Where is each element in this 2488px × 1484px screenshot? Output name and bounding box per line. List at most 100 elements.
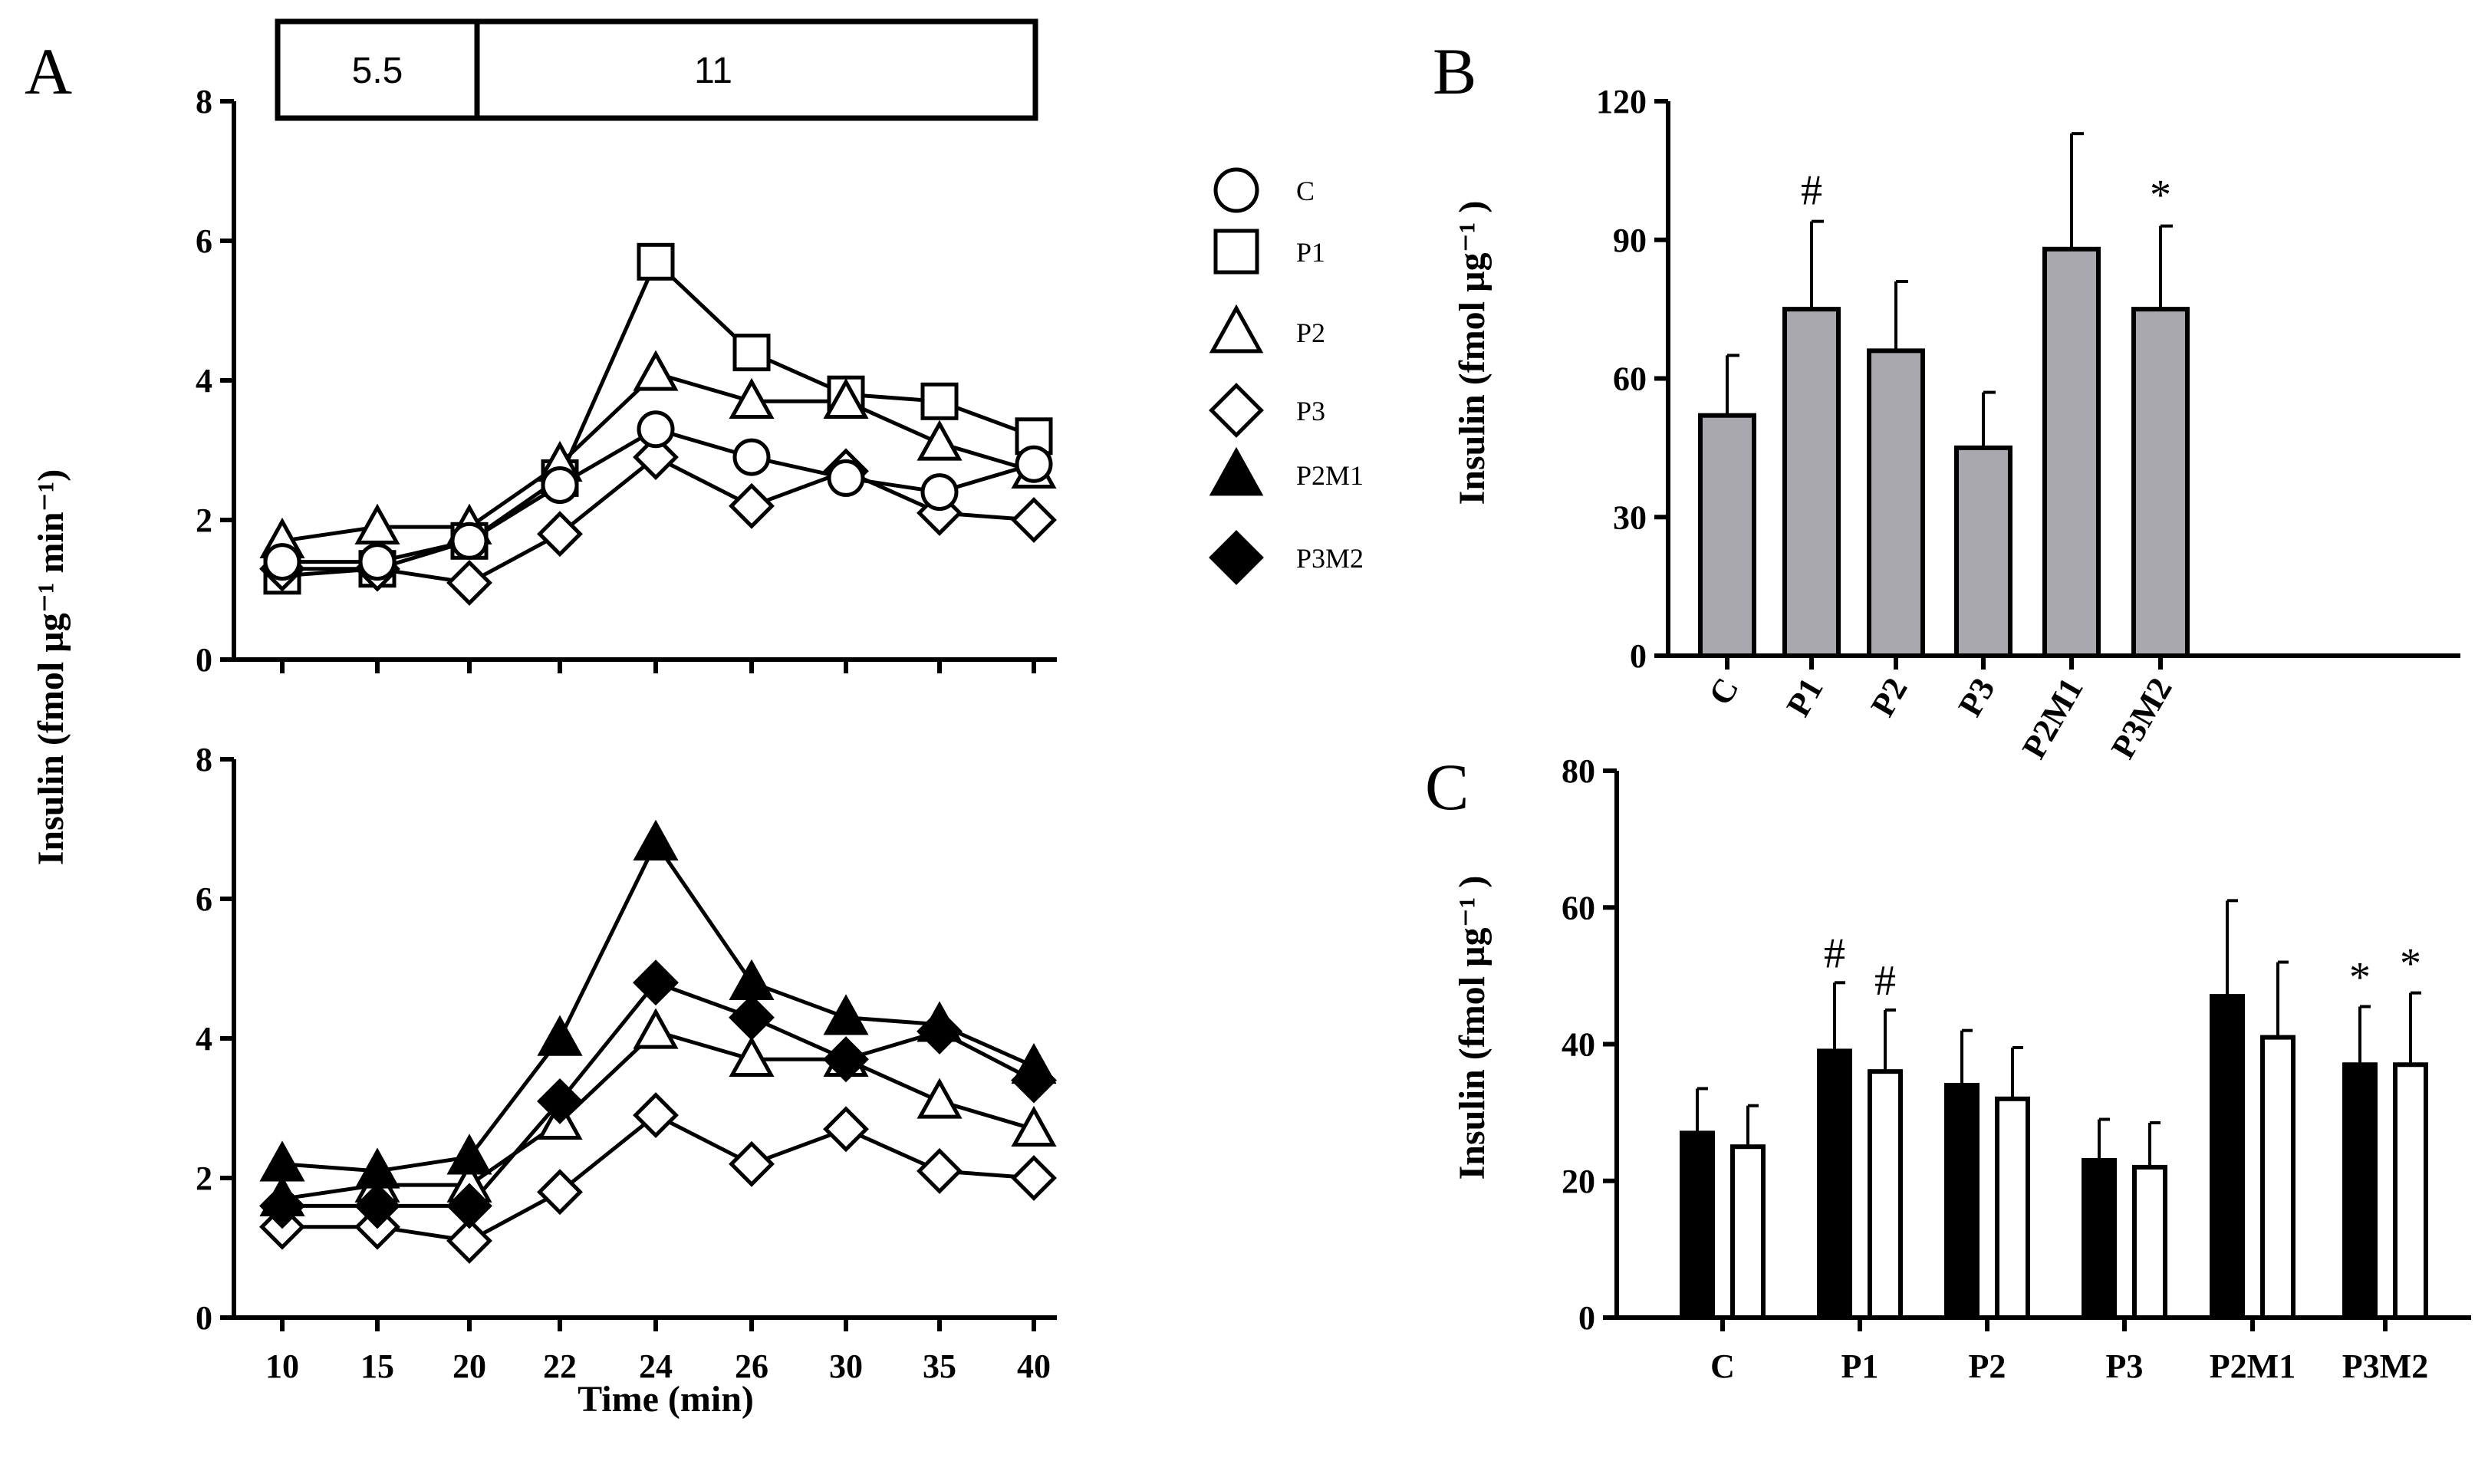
data-point-p2: [633, 350, 679, 391]
x-tick-label: P3M2: [2342, 1347, 2428, 1385]
x-tick-label: P2: [1864, 672, 1915, 723]
x-tick-label: P1: [1779, 672, 1831, 723]
bar-c: [1698, 413, 1756, 658]
y-tick-label: 120: [1596, 83, 1647, 120]
data-point-p3m2: [633, 959, 679, 1006]
data-point-p2m1: [446, 1134, 492, 1175]
legend-marker-p3: [1209, 383, 1264, 438]
panel-a-xlabel: Time (min): [578, 1379, 754, 1420]
y-tick-label: 40: [1562, 1026, 1595, 1064]
legend-label-p2m1: P2M1: [1296, 460, 1364, 491]
panel-c-plot: 0 20 40 60 80 C # # P1 P2 P3 P2M1 * * P3M2: [1562, 752, 2471, 1385]
x-tick-label: 35: [923, 1347, 956, 1385]
bar-p1: [1782, 307, 1841, 658]
x-tick-label: C: [1701, 672, 1746, 712]
legend-marker-p3m2: [1209, 530, 1264, 585]
x-tick-label: 40: [1017, 1347, 1051, 1385]
data-point-p2m1: [823, 994, 869, 1035]
x-tick-label: 24: [639, 1347, 673, 1385]
y-tick-label: 4: [196, 362, 212, 400]
panel-a-top-plot: 0 2 4 6 8: [196, 83, 1057, 679]
data-point-c: [827, 459, 865, 497]
bar-c-black: [1680, 1130, 1715, 1321]
y-tick-label: 2: [196, 502, 212, 539]
legend-marker-p2m1: [1209, 446, 1264, 496]
legend-marker-p1: [1213, 229, 1259, 275]
glucose-box: 5.5 11: [275, 18, 1038, 121]
x-tick-label: P3M2: [2104, 672, 2180, 765]
data-point-p2: [354, 503, 400, 545]
significance-marker: *: [2150, 172, 2171, 219]
data-point-p3m2: [259, 1183, 305, 1229]
bar-p3m2-white: [2393, 1062, 2428, 1321]
panel-b-ylabel: Insulin (fmol µg⁻¹ ): [1452, 201, 1492, 505]
x-tick-label: 26: [735, 1347, 768, 1385]
data-point-p2m1: [259, 1140, 305, 1182]
data-point-p3: [823, 1106, 869, 1153]
data-point-p3: [1011, 497, 1057, 543]
x-tick-label: P3: [1951, 672, 2003, 723]
legend-label-p1: P1: [1296, 237, 1325, 268]
y-tick-label: 2: [196, 1160, 212, 1197]
bar-p2m1-white: [2260, 1035, 2295, 1321]
bar-p3m2: [2131, 307, 2190, 658]
y-tick-label: 0: [196, 1299, 212, 1337]
data-point-p3m2: [729, 994, 775, 1041]
bar-p3-white: [2132, 1164, 2167, 1321]
data-point-p3: [1011, 1155, 1057, 1201]
data-point-c: [637, 410, 675, 449]
panel-a-ylabel: Insulin (fmol µg⁻¹ min⁻¹): [31, 469, 71, 866]
data-point-p3m2: [354, 1183, 400, 1229]
data-point-p3: [633, 1092, 679, 1139]
data-point-c: [1015, 445, 1053, 483]
data-point-p2: [729, 377, 775, 420]
data-point-p2m1: [633, 819, 679, 860]
panel-c-ylabel: Insulin (fmol µg⁻¹ ): [1452, 876, 1492, 1180]
bar-p1-white: [1868, 1069, 1903, 1321]
data-point-c: [358, 543, 397, 581]
x-tick-label: P2M1: [2210, 1347, 2295, 1385]
legend: C P1 P2 P3 P2M1 P3M2: [1209, 167, 1364, 585]
data-point-p3m2: [1011, 1057, 1057, 1104]
data-point-p3: [633, 434, 679, 481]
significance-marker: *: [2349, 953, 2371, 1001]
y-tick-label: 80: [1562, 752, 1595, 790]
glucose-high-label: 11: [694, 51, 732, 91]
x-tick-label: 30: [829, 1347, 863, 1385]
bar-p2m1: [2042, 246, 2101, 658]
data-point-c: [732, 438, 771, 476]
panel-b-plot: 0 30 60 90 120 C P1 # P2 P3 P2M1 P3M2 *: [1596, 83, 2460, 765]
data-point-p3: [729, 482, 775, 529]
y-tick-label: 20: [1562, 1163, 1595, 1200]
data-point-p2: [917, 420, 963, 461]
data-point-p2: [729, 1035, 775, 1078]
y-tick-label: 0: [1630, 637, 1647, 675]
data-point-p3m2: [446, 1183, 492, 1229]
data-point-c: [450, 522, 489, 560]
x-tick-label: 22: [543, 1347, 577, 1385]
data-point-p3m2: [537, 1078, 583, 1124]
data-point-p2: [917, 1078, 963, 1119]
glucose-low-label: 5.5: [352, 51, 403, 91]
y-tick-label: 6: [196, 880, 212, 918]
legend-marker-c: [1213, 167, 1259, 213]
data-point-p3: [537, 511, 583, 558]
y-tick-label: 60: [1562, 889, 1595, 926]
bar-p2-black: [1944, 1082, 1980, 1320]
x-tick-label: P2M1: [2015, 672, 2091, 765]
data-point-p1: [637, 242, 675, 281]
data-point-p3: [537, 1169, 583, 1216]
x-tick-label: P3: [2106, 1347, 2144, 1385]
bar-c-white: [1730, 1144, 1766, 1320]
x-tick-label: 15: [360, 1347, 394, 1385]
bar-p2: [1867, 348, 1925, 658]
data-point-c: [263, 543, 301, 581]
x-tick-label: C: [1710, 1347, 1735, 1385]
data-point-p2: [823, 377, 869, 420]
legend-label-p3m2: P3M2: [1296, 543, 1364, 574]
y-tick-label: 8: [196, 83, 212, 120]
legend-label-c: C: [1296, 176, 1315, 206]
data-point-p1: [920, 382, 959, 420]
data-point-p3: [729, 1140, 775, 1187]
